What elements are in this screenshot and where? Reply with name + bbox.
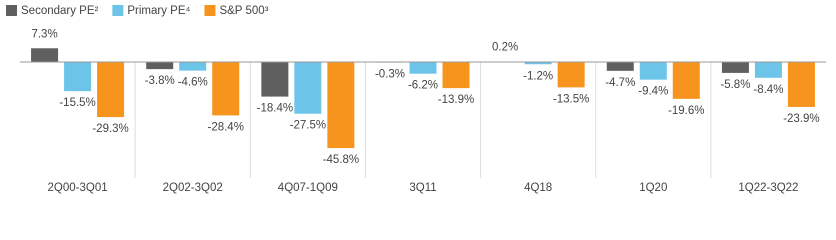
value-label: -4.7% bbox=[605, 77, 635, 89]
x-tick-label: 1Q20 bbox=[639, 182, 667, 194]
value-label: -29.3% bbox=[92, 123, 128, 135]
value-label: -18.4% bbox=[257, 103, 293, 115]
value-label: -9.4% bbox=[638, 86, 668, 98]
bar bbox=[327, 62, 355, 149]
value-label: -23.9% bbox=[783, 113, 819, 125]
value-label: -13.5% bbox=[553, 93, 589, 105]
chart: Secondary PE² Primary PE⁴ S&P 500³ 2Q00-3Q0… bbox=[6, 5, 826, 194]
bar bbox=[557, 62, 585, 88]
value-label: -1.2% bbox=[523, 70, 553, 82]
bar bbox=[606, 62, 634, 71]
bar bbox=[294, 62, 322, 114]
bar bbox=[64, 62, 92, 92]
value-label: -0.3% bbox=[375, 69, 405, 81]
legend-label: Secondary PE² bbox=[21, 5, 99, 17]
bar bbox=[179, 62, 207, 71]
value-label: -27.5% bbox=[290, 120, 326, 132]
bar bbox=[146, 62, 174, 70]
value-label: -13.9% bbox=[438, 94, 474, 106]
bar bbox=[524, 62, 552, 65]
legend-swatch bbox=[6, 5, 17, 16]
value-label: -19.6% bbox=[668, 105, 704, 117]
bar bbox=[97, 62, 125, 118]
value-label: -8.4% bbox=[753, 84, 783, 96]
x-tick-label: 4Q18 bbox=[524, 182, 552, 194]
bar bbox=[754, 62, 782, 78]
bar bbox=[787, 62, 815, 107]
value-label: 7.3% bbox=[31, 28, 57, 40]
bar bbox=[261, 62, 289, 97]
x-tick-label: 4Q07-1Q09 bbox=[278, 182, 338, 194]
bar bbox=[721, 62, 749, 73]
value-label: -4.6% bbox=[178, 77, 208, 89]
value-label: -3.8% bbox=[145, 75, 175, 87]
bar bbox=[212, 62, 240, 116]
legend-swatch bbox=[112, 5, 124, 16]
x-tick-label: 3Q11 bbox=[409, 182, 436, 194]
value-label: -15.5% bbox=[59, 97, 95, 109]
bar bbox=[31, 48, 59, 62]
legend-swatch bbox=[204, 5, 216, 16]
value-label: -6.2% bbox=[408, 80, 438, 92]
value-label: -5.8% bbox=[720, 79, 750, 91]
legend-label: Primary PE⁴ bbox=[127, 5, 190, 17]
bar bbox=[409, 62, 437, 74]
legend-label: S&P 500³ bbox=[219, 5, 268, 17]
value-label: -45.8% bbox=[323, 154, 359, 166]
value-label: -28.4% bbox=[207, 121, 243, 133]
x-tick-label: 2Q02-3Q02 bbox=[163, 182, 223, 194]
x-tick-label: 2Q00-3Q01 bbox=[48, 182, 108, 194]
bar bbox=[672, 62, 700, 99]
bar bbox=[639, 62, 667, 80]
value-label: 0.2% bbox=[492, 42, 518, 54]
bar bbox=[442, 62, 470, 89]
x-tick-label: 1Q22-3Q22 bbox=[738, 182, 798, 194]
